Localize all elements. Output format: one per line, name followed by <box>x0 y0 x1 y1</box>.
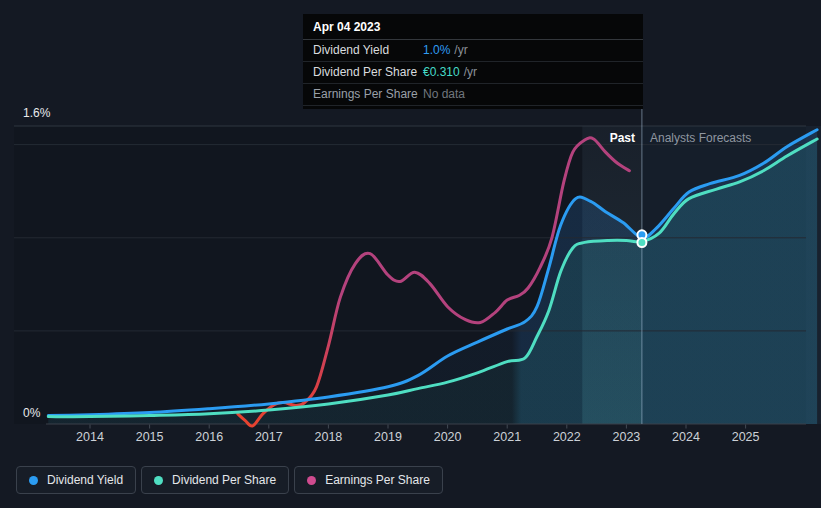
tooltip-unit: /yr <box>454 43 467 58</box>
x-axis-year-label: 2016 <box>187 430 231 444</box>
x-axis-year-label: 2020 <box>426 430 470 444</box>
x-axis-year-label: 2019 <box>366 430 410 444</box>
dividend-chart-page: 1.6% 0% 2014 2015 2016 2017 2018 2019 2020 2021… <box>0 0 821 508</box>
tooltip-row-dividend-per-share: Dividend Per Share €0.310 /yr <box>303 62 643 84</box>
x-axis-year-label: 2015 <box>128 430 172 444</box>
legend-label: Earnings Per Share <box>325 473 430 487</box>
y-axis-zero-label: 0% <box>23 406 40 420</box>
tooltip-row-dividend-yield: Dividend Yield 1.0% /yr <box>303 40 643 62</box>
y-axis-max-label: 1.6% <box>23 106 50 120</box>
x-axis-year-label: 2017 <box>247 430 291 444</box>
x-axis-year-label: 2018 <box>306 430 350 444</box>
earnings-per-share-dot-icon <box>307 476 316 485</box>
x-axis-year-label: 2014 <box>68 430 112 444</box>
tooltip-label: Earnings Per Share <box>313 87 423 102</box>
tooltip-value: 1.0% <box>423 43 450 58</box>
tooltip-value: No data <box>423 87 465 102</box>
legend: Dividend Yield Dividend Per Share Earnin… <box>16 466 443 494</box>
x-axis-year-label: 2024 <box>664 430 708 444</box>
legend-label: Dividend Yield <box>47 473 123 487</box>
tooltip-value: €0.310 <box>423 65 460 80</box>
tooltip-date: Apr 04 2023 <box>303 14 643 40</box>
x-axis-year-label: 2023 <box>604 430 648 444</box>
x-axis-year-label: 2025 <box>724 430 768 444</box>
legend-label: Dividend Per Share <box>172 473 276 487</box>
tooltip-label: Dividend Per Share <box>313 65 423 80</box>
legend-item-dividend-yield[interactable]: Dividend Yield <box>16 466 136 494</box>
past-label: Past <box>560 131 635 146</box>
forecast-label: Analysts Forecasts <box>650 131 751 146</box>
tooltip-unit: /yr <box>464 65 477 80</box>
legend-item-dividend-per-share[interactable]: Dividend Per Share <box>141 466 289 494</box>
tooltip-row-earnings-per-share: Earnings Per Share No data <box>303 84 643 106</box>
tooltip-label: Dividend Yield <box>313 43 423 58</box>
x-axis-year-label: 2022 <box>545 430 589 444</box>
x-axis-year-label: 2021 <box>485 430 529 444</box>
dividend-per-share-dot-icon <box>154 476 163 485</box>
dividend-yield-dot-icon <box>29 476 38 485</box>
tooltip: Apr 04 2023 Dividend Yield 1.0% /yr Divi… <box>303 14 643 109</box>
legend-item-earnings-per-share[interactable]: Earnings Per Share <box>294 466 443 494</box>
